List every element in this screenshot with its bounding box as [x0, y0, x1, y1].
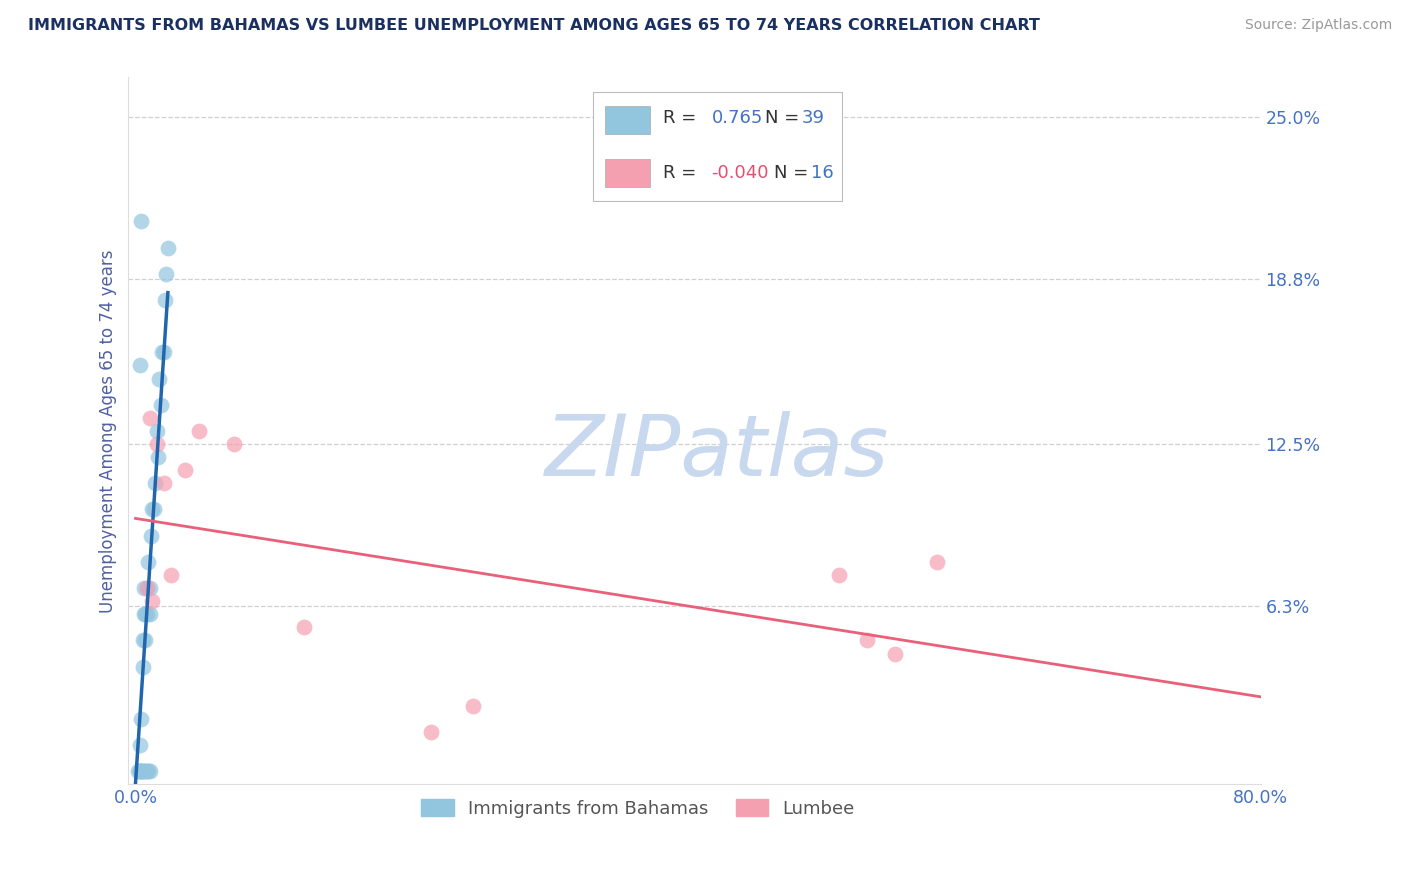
Point — [129, 764, 152, 779]
Point — [128, 738, 150, 752]
Point — [141, 502, 163, 516]
Point — [131, 659, 153, 673]
Text: -0.040: -0.040 — [711, 164, 769, 182]
Text: Source: ZipAtlas.com: Source: ZipAtlas.com — [1244, 18, 1392, 32]
Text: 0.765: 0.765 — [711, 110, 763, 128]
Point — [132, 607, 155, 622]
Text: N =: N = — [765, 110, 804, 128]
FancyBboxPatch shape — [593, 92, 842, 202]
Point — [146, 450, 169, 464]
Text: R =: R = — [662, 164, 702, 182]
Y-axis label: Unemployment Among Ages 65 to 74 years: Unemployment Among Ages 65 to 74 years — [100, 249, 117, 613]
Text: 16: 16 — [811, 164, 834, 182]
Point — [138, 581, 160, 595]
Point — [131, 633, 153, 648]
Point — [132, 764, 155, 779]
Point — [145, 437, 167, 451]
Point — [148, 371, 170, 385]
Point — [884, 647, 907, 661]
Point — [461, 698, 484, 713]
Point — [129, 712, 152, 726]
Point — [135, 607, 157, 622]
Point — [134, 764, 156, 779]
Point — [153, 293, 176, 307]
Point — [139, 529, 162, 543]
Point — [127, 764, 149, 779]
Text: R =: R = — [662, 110, 702, 128]
Text: N =: N = — [773, 164, 814, 182]
Point — [152, 476, 174, 491]
Point — [145, 424, 167, 438]
Point — [828, 568, 851, 582]
Point — [927, 555, 949, 569]
Point — [135, 764, 157, 779]
FancyBboxPatch shape — [605, 159, 651, 187]
Point — [135, 581, 157, 595]
Point — [419, 725, 441, 739]
Point — [156, 241, 179, 255]
Point — [138, 764, 160, 779]
Point — [134, 607, 156, 622]
Text: ZIPatlas: ZIPatlas — [546, 410, 890, 493]
Point — [129, 214, 152, 228]
Text: 39: 39 — [803, 110, 825, 128]
Text: IMMIGRANTS FROM BAHAMAS VS LUMBEE UNEMPLOYMENT AMONG AGES 65 TO 74 YEARS CORRELA: IMMIGRANTS FROM BAHAMAS VS LUMBEE UNEMPL… — [28, 18, 1040, 33]
Point — [136, 555, 159, 569]
Point — [173, 463, 195, 477]
FancyBboxPatch shape — [605, 106, 651, 134]
Point — [131, 764, 153, 779]
Point — [142, 502, 165, 516]
Point — [138, 410, 160, 425]
Point — [138, 607, 160, 622]
Point — [141, 594, 163, 608]
Point — [128, 359, 150, 373]
Point — [856, 633, 879, 648]
Point — [128, 764, 150, 779]
Point — [222, 437, 245, 451]
Point — [152, 345, 174, 359]
Legend: Immigrants from Bahamas, Lumbee: Immigrants from Bahamas, Lumbee — [413, 792, 862, 825]
Point — [149, 398, 172, 412]
Point — [292, 620, 315, 634]
Point — [159, 568, 181, 582]
Point — [134, 633, 156, 648]
Point — [155, 267, 177, 281]
Point — [187, 424, 209, 438]
Point — [132, 581, 155, 595]
Point — [128, 764, 150, 779]
Point — [129, 764, 152, 779]
Point — [143, 476, 166, 491]
Point — [136, 764, 159, 779]
Point — [135, 581, 157, 595]
Point — [150, 345, 173, 359]
